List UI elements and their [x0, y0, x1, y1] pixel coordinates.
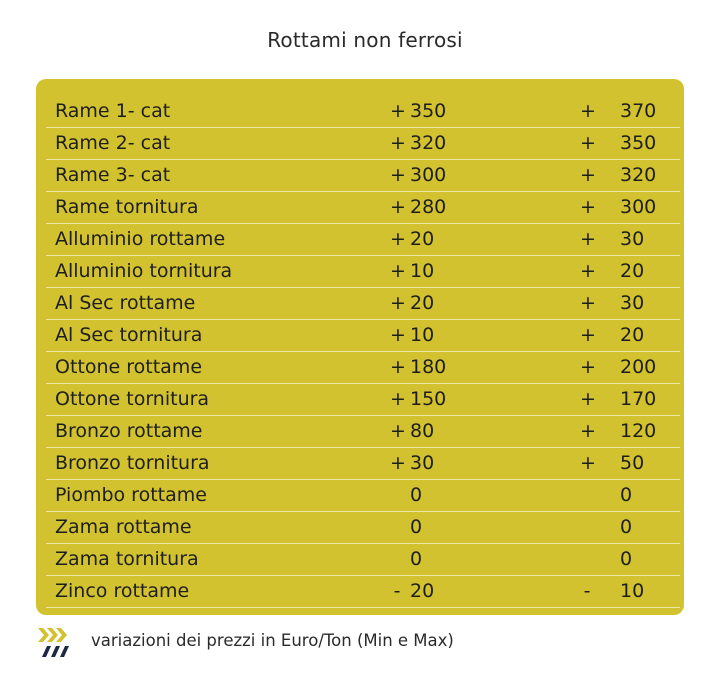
material-name: Rame tornitura	[55, 196, 199, 218]
max-price: 170	[620, 388, 657, 410]
min-price: 0	[410, 484, 423, 506]
material-name: Al Sec rottame	[55, 292, 196, 314]
table-row: Zinco rottame -20-10	[46, 576, 680, 608]
min-price: 280	[410, 196, 447, 218]
material-name: Piombo rottame	[55, 484, 207, 506]
max-sign: +	[580, 324, 596, 346]
min-price: 10	[410, 260, 435, 282]
max-price: 320	[620, 164, 657, 186]
material-name: Rame 2- cat	[55, 132, 171, 154]
min-sign: +	[390, 260, 406, 282]
max-price: 30	[620, 292, 645, 314]
max-sign: +	[580, 196, 596, 218]
min-sign: +	[390, 292, 406, 314]
material-name: Rame 3- cat	[55, 164, 171, 186]
max-price: 0	[620, 516, 633, 538]
table-row: Zama rottame 0 0	[46, 512, 680, 544]
max-price: 50	[620, 452, 645, 474]
table-row: Rame tornitura +280 +300	[46, 192, 680, 224]
min-price: 350	[410, 100, 447, 122]
max-sign: +	[580, 292, 596, 314]
table-row: Ottone rottame +180 +200	[46, 352, 680, 384]
table-row: Zama tornitura 0 0	[46, 544, 680, 576]
min-sign: +	[390, 356, 406, 378]
table-row: Rame 3- cat +300 +320	[46, 160, 680, 192]
max-price: 10	[620, 580, 645, 602]
min-sign: +	[390, 452, 406, 474]
max-price: 120	[620, 420, 657, 442]
min-price: 0	[410, 548, 423, 570]
material-name: Alluminio tornitura	[55, 260, 233, 282]
max-price: 20	[620, 324, 645, 346]
material-name: Ottone rottame	[55, 356, 203, 378]
price-panel	[36, 79, 684, 615]
max-sign: +	[580, 260, 596, 282]
table-row: Alluminio tornitura +10 +20	[46, 256, 680, 288]
min-sign: +	[390, 228, 406, 250]
min-price: 20	[410, 580, 435, 602]
max-price: 20	[620, 260, 645, 282]
min-sign: +	[390, 132, 406, 154]
table-row: Rame 2- cat +320 +350	[46, 128, 680, 160]
max-sign: +	[580, 420, 596, 442]
material-name: Zama tornitura	[55, 548, 199, 570]
table-row: Al Sec tornitura +10 +20	[46, 320, 680, 352]
table-row: Al Sec rottame +20 +30	[46, 288, 680, 320]
max-sign: +	[580, 132, 596, 154]
min-price: 10	[410, 324, 435, 346]
max-sign: +	[580, 100, 596, 122]
min-price: 20	[410, 228, 435, 250]
max-sign: +	[580, 356, 596, 378]
chevrons-logo-icon	[38, 628, 69, 657]
material-name: Al Sec tornitura	[55, 324, 203, 346]
min-price: 20	[410, 292, 435, 314]
table-row: Rame 1- cat +350 +370	[46, 96, 680, 128]
table-row: Bronzo tornitura +30 +50	[46, 448, 680, 480]
footer: variazioni dei prezzi in Euro/Ton (Min e…	[36, 626, 676, 660]
material-name: Bronzo rottame	[55, 420, 203, 442]
material-name: Zinco rottame	[55, 580, 190, 602]
footer-note: variazioni dei prezzi in Euro/Ton (Min e…	[91, 631, 454, 650]
table-row: Ottone tornitura +150 +170	[46, 384, 680, 416]
material-name: Bronzo tornitura	[55, 452, 210, 474]
table-row: Alluminio rottame +20 +30	[46, 224, 680, 256]
max-sign: +	[580, 388, 596, 410]
min-price: 30	[410, 452, 435, 474]
max-sign: +	[580, 164, 596, 186]
max-price: 350	[620, 132, 657, 154]
min-sign: -	[393, 580, 401, 602]
min-sign: +	[390, 324, 406, 346]
material-name: Zama rottame	[55, 516, 192, 538]
max-sign: +	[580, 452, 596, 474]
min-price: 80	[410, 420, 435, 442]
max-price: 200	[620, 356, 657, 378]
max-sign: +	[580, 228, 596, 250]
material-name: Alluminio rottame	[55, 228, 226, 250]
min-price: 320	[410, 132, 447, 154]
min-price: 300	[410, 164, 447, 186]
min-price: 180	[410, 356, 447, 378]
max-price: 0	[620, 484, 633, 506]
min-sign: +	[390, 196, 406, 218]
table-row: Piombo rottame 0 0	[46, 480, 680, 512]
min-sign: +	[390, 420, 406, 442]
material-name: Ottone tornitura	[55, 388, 210, 410]
min-sign: +	[390, 100, 406, 122]
table-row: Bronzo rottame +80 +120	[46, 416, 680, 448]
min-price: 150	[410, 388, 447, 410]
max-price: 370	[620, 100, 657, 122]
min-sign: +	[390, 388, 406, 410]
max-price: 300	[620, 196, 657, 218]
max-price: 30	[620, 228, 645, 250]
max-sign: -	[583, 580, 591, 602]
page-title: Rottami non ferrosi	[267, 28, 463, 52]
max-price: 0	[620, 548, 633, 570]
material-name: Rame 1- cat	[55, 100, 171, 122]
min-price: 0	[410, 516, 423, 538]
price-table: Rame 1- cat +350 +370 Rame 2- cat +320 +350 Ra…	[46, 96, 680, 608]
min-sign: +	[390, 164, 406, 186]
